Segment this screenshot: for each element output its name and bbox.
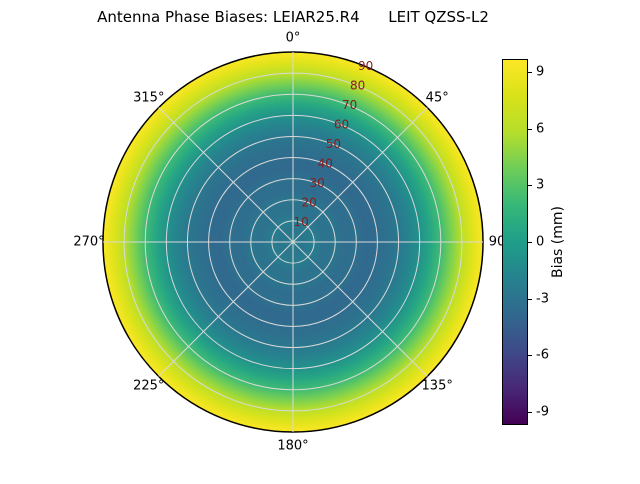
radial-tick-label: 30 [310,176,325,190]
chart-title: Antenna Phase Biases: LEIAR25.R4 LEIT QZ… [97,8,489,26]
colorbar-tick-label: -6 [536,347,549,363]
colorbar-tick-label: -3 [536,291,549,307]
radial-tick-label: 80 [350,79,365,93]
colorbar-tick [528,185,532,187]
colorbar-tick [528,242,532,243]
colorbar-label: Bias (mm) [550,205,566,279]
radial-tick-label: 50 [326,137,341,151]
colorbar-tick-label: 3 [536,177,545,193]
colorbar-tick-label: 0 [536,234,545,250]
angular-tick-label: 270° [73,235,104,250]
colorbar: 9 6 3 0 -3 -6 -9 [502,59,549,425]
radial-tick-label: 90 [358,59,373,73]
radial-tick-label: 70 [342,98,357,112]
angular-tick-label: 90 [489,235,506,250]
angular-tick-label: 180° [277,439,308,454]
colorbar-tick [528,298,532,300]
colorbar-gradient [502,59,528,425]
radial-tick-label: 20 [302,196,317,210]
radial-tick-label: 40 [318,157,333,171]
colorbar-tick-label: 9 [536,64,545,80]
polar-spoke [292,241,428,377]
colorbar-tick-label: 6 [536,121,545,137]
angular-tick-label: 135° [422,379,453,394]
angular-tick-label: 0° [286,31,301,46]
polar-spoke [158,241,294,377]
colorbar-tick [528,128,532,130]
angular-tick-label: 225° [133,379,164,394]
colorbar-tick [528,411,532,413]
radial-tick-label: 60 [334,118,349,132]
angular-tick-label: 315° [133,90,164,105]
colorbar-tick [528,72,532,74]
colorbar-tick-label: -9 [536,404,549,420]
colorbar-tick [528,355,532,357]
polar-spoke [158,107,294,243]
radial-tick-label: 10 [293,215,308,229]
polar-spoke [292,107,428,243]
angular-tick-label: 45° [426,90,449,105]
